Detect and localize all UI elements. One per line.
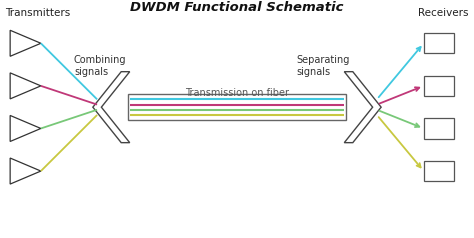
Text: DWDM Functional Schematic: DWDM Functional Schematic <box>130 1 344 14</box>
Bar <box>424 33 455 53</box>
Text: Transmitters: Transmitters <box>5 8 71 18</box>
Bar <box>424 76 455 96</box>
Bar <box>424 161 455 181</box>
Text: Combining
signals: Combining signals <box>74 55 127 77</box>
Bar <box>424 119 455 139</box>
Text: Receivers: Receivers <box>418 8 469 18</box>
Bar <box>128 94 346 120</box>
Text: Separating
signals: Separating signals <box>296 55 349 77</box>
Text: Transmission on fiber: Transmission on fiber <box>185 88 289 98</box>
